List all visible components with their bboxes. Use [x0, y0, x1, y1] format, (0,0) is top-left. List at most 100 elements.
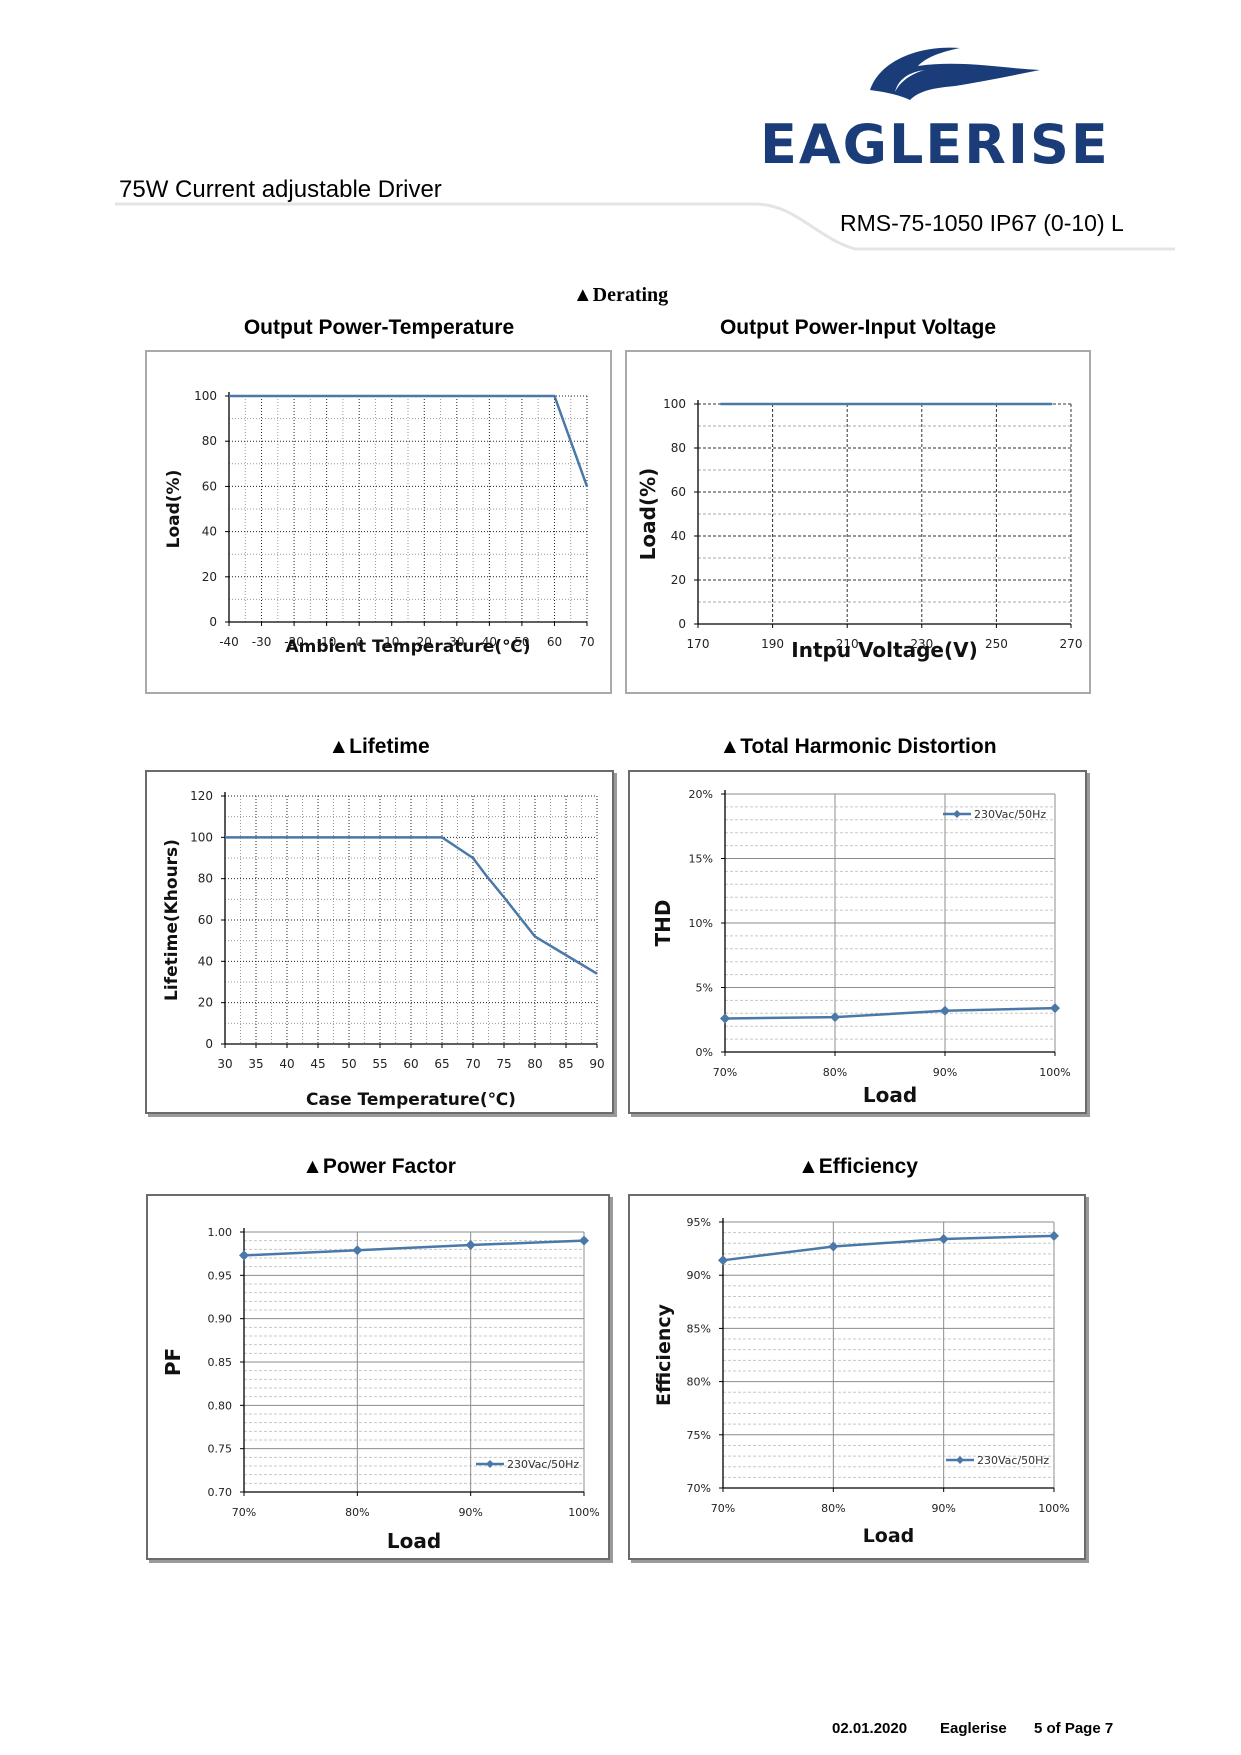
y-tick-label: 80: [671, 441, 686, 455]
y-tick-label: 0.90: [208, 1313, 233, 1326]
data-point: [1049, 1230, 1059, 1241]
y-axis-label: PF: [161, 1348, 185, 1376]
chart-title-output-power-input-voltage: Output Power-Input Voltage: [719, 316, 997, 339]
x-tick-label: 90: [589, 1057, 604, 1071]
y-tick-label: 20: [198, 996, 213, 1010]
x-tick-label: 35: [248, 1057, 263, 1071]
x-tick-label: 30: [449, 635, 464, 649]
x-tick-label: 100%: [1039, 1066, 1070, 1079]
x-tick-label: 20: [417, 635, 432, 649]
x-tick-label: 75: [496, 1057, 511, 1071]
x-tick-label: 100%: [568, 1506, 599, 1519]
model-number: RMS-75-1050 IP67 (0-10) L: [840, 210, 1124, 236]
x-tick-label: 250: [985, 637, 1008, 651]
data-point: [1050, 1003, 1060, 1014]
chart-title-power-factor: ▲Power Factor: [302, 1155, 456, 1178]
chart-svg-pf: 70% 80% 90% 100% 0.70 0.75 0.80 0.85 0.90 0.95 1.0…: [161, 1226, 600, 1553]
x-tick-label: 10: [384, 635, 399, 649]
data-point: [718, 1255, 728, 1266]
data-point: [579, 1235, 589, 1246]
y-axis-label: Load(%): [164, 470, 184, 549]
y-tick-label: 0.85: [208, 1356, 233, 1369]
x-tick-label: 230: [910, 637, 933, 651]
y-tick-label: 0: [205, 1037, 213, 1051]
chart-title-lifetime: ▲Lifetime: [328, 735, 430, 758]
header-rule: [115, 202, 1175, 251]
data-point: [465, 1240, 476, 1250]
x-tick-label: 45: [310, 1057, 325, 1071]
y-tick-label: 0.95: [208, 1269, 233, 1282]
eaglerise-logo: EAGLERISE: [760, 47, 1108, 170]
x-axis-label: Intpu Voltage(V): [791, 638, 977, 662]
chart-power-factor: 70% 80% 90% 100% 0.70 0.75 0.80 0.85 0.90 0.95 1.0…: [146, 1194, 610, 1560]
y-tick-label: 60: [198, 913, 213, 927]
chart-svg-life: 30 35 40 45 50 55 60 65 70 75 80 85 90 0 20 40 60 80 100 12…: [162, 789, 605, 1110]
chart-output-power-temperature: -40 -30 -20 -10 0 10 20 30 40 50 60 70 0 20 40 60 80 100 A…: [145, 350, 612, 694]
y-tick-label: 100: [663, 397, 686, 411]
data-point: [940, 1005, 950, 1016]
x-tick-label: 90%: [933, 1066, 957, 1079]
x-tick-label: 170: [687, 637, 710, 651]
chart-svg-eff: 70% 80% 90% 100% 70% 75% 80% 85% 90% 95% Load Effic…: [653, 1216, 1070, 1547]
data-point: [352, 1245, 363, 1256]
y-tick-label: 0: [678, 617, 686, 631]
y-tick-label: 40: [198, 954, 213, 968]
y-tick-label: 15%: [689, 853, 713, 866]
x-axis-label: Load: [863, 1525, 915, 1547]
data-point: [720, 1013, 730, 1024]
x-tick-label: 30: [217, 1057, 232, 1071]
x-tick-label: -30: [252, 635, 272, 649]
x-tick-label: 80%: [821, 1502, 845, 1515]
x-tick-label: 70: [579, 635, 594, 649]
x-tick-label: -40: [219, 635, 239, 649]
y-tick-label: 75%: [687, 1429, 711, 1442]
y-tick-label: 20: [202, 570, 217, 584]
x-tick-label: 70%: [232, 1506, 256, 1519]
data-point: [828, 1241, 839, 1252]
x-tick-label: 80%: [345, 1506, 369, 1519]
legend-marker: [486, 1460, 494, 1468]
x-tick-label: 50: [341, 1057, 356, 1071]
x-tick-label: 270: [1060, 637, 1083, 651]
x-tick-label: 190: [761, 637, 784, 651]
series-line: [243, 1239, 585, 1257]
y-axis-label: Lifetime(Khours): [162, 839, 182, 1001]
y-tick-label: 5%: [696, 982, 713, 995]
chart-output-power-input-voltage: 170 190 210 230 250 270 0 20 40 60 80 100 Intpu Volt…: [625, 350, 1091, 694]
chart-svg-vin: 170 190 210 230 250 270 0 20 40 60 80 100 Intpu Volt…: [636, 397, 1083, 662]
x-tick-label: 80%: [823, 1066, 847, 1079]
y-axis-label: THD: [651, 900, 675, 947]
x-tick-label: -20: [284, 635, 304, 649]
x-axis-label: Load: [863, 1083, 917, 1107]
legend-marker: [956, 1456, 964, 1464]
y-tick-label: 0.70: [208, 1486, 233, 1499]
y-tick-label: 100: [190, 830, 213, 844]
y-axis-label: Load(%): [636, 468, 660, 561]
y-tick-label: 95%: [687, 1216, 711, 1229]
y-tick-label: 0: [209, 615, 217, 629]
x-tick-label: 85: [558, 1057, 573, 1071]
x-tick-label: -10: [317, 635, 337, 649]
chart-svg-temp: -40 -30 -20 -10 0 10 20 30 40 50 60 70 0 20 40 60 80 100 A…: [164, 389, 595, 657]
y-tick-label: 40: [671, 529, 686, 543]
x-tick-label: 70: [465, 1057, 480, 1071]
chart-efficiency: 70% 80% 90% 100% 70% 75% 80% 85% 90% 95% Load Effic…: [628, 1194, 1086, 1560]
y-tick-label: 100: [194, 389, 217, 403]
y-tick-label: 80: [198, 872, 213, 886]
x-tick-label: 50: [514, 635, 529, 649]
y-tick-label: 1.00: [208, 1226, 233, 1239]
data-point: [239, 1250, 249, 1261]
chart-title-output-power-temperature: Output Power-Temperature: [243, 316, 515, 339]
y-tick-label: 70%: [687, 1482, 711, 1495]
x-tick-label: 100%: [1038, 1502, 1069, 1515]
y-tick-label: 40: [202, 525, 217, 539]
footer-date: 02.01.2020: [832, 1720, 908, 1737]
y-tick-label: 20: [671, 573, 686, 587]
x-tick-label: 80: [527, 1057, 542, 1071]
y-tick-label: 10%: [689, 917, 713, 930]
legend-label: 230Vac/50Hz: [974, 808, 1046, 821]
y-tick-label: 85%: [687, 1322, 711, 1335]
y-tick-label: 60: [202, 479, 217, 493]
y-tick-label: 120: [190, 789, 213, 803]
document-title: 75W Current adjustable Driver: [119, 176, 442, 203]
